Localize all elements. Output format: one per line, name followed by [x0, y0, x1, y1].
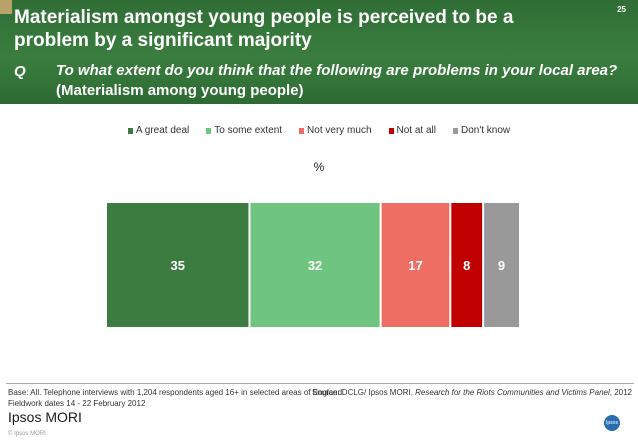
- question-subject: (Materialism among young people): [56, 82, 304, 99]
- bar-value-label-4: 9: [498, 258, 505, 273]
- bar-value-label-2: 17: [408, 258, 422, 273]
- legend-item-not-very-much: Not very much: [299, 125, 372, 136]
- corner-decoration: [0, 0, 12, 14]
- bar-value-label-0: 35: [170, 258, 184, 273]
- question-text: To what extent do you think that the fol…: [56, 61, 626, 101]
- slide-title: Materialism amongst young people is perc…: [14, 7, 514, 51]
- ipsos-badge-icon: Ipsos: [604, 415, 620, 431]
- slide-header: Materialism amongst young people is perc…: [0, 0, 638, 104]
- bar-segment-1: [250, 203, 380, 327]
- page-number: 25: [617, 5, 626, 14]
- bar-segment-0: [107, 203, 249, 327]
- base-line-2: Fieldwork dates 14 - 22 February 2012: [8, 399, 146, 408]
- legend-swatch: [452, 127, 458, 134]
- base-note: Base: All. Telephone interviews with 1,2…: [8, 387, 344, 409]
- chart-legend: A great deal To some extent Not very muc…: [0, 125, 638, 136]
- ipsos-mori-logo: Ipsos MORI: [8, 409, 82, 425]
- bar-segment-2: [381, 203, 450, 327]
- legend-item-dont-know: Don't know: [452, 125, 511, 136]
- footer-divider: [6, 383, 634, 384]
- source-suffix: , 2012: [609, 388, 632, 397]
- legend-label: A great deal: [135, 125, 190, 136]
- copyright-text: © Ipsos MORI: [8, 431, 46, 437]
- bar-value-label-1: 32: [308, 258, 322, 273]
- source-title: Research for the Riots Communities and V…: [415, 388, 610, 397]
- legend-label: Not very much: [307, 125, 372, 136]
- legend-item-great-deal: A great deal: [127, 125, 190, 136]
- unit-label: %: [313, 160, 325, 174]
- source-prefix: Source: DCLG/ Ipsos MORI,: [312, 388, 416, 397]
- question-main: To what extent do you think that the fol…: [56, 62, 618, 79]
- legend-item-some-extent: To some extent: [206, 125, 282, 136]
- legend-swatch: [299, 127, 305, 134]
- legend-label: To some extent: [214, 125, 283, 136]
- legend-swatch: [206, 127, 212, 134]
- legend-swatch: [127, 127, 133, 134]
- legend-label: Not at all: [396, 125, 436, 136]
- question-label: Q: [14, 63, 26, 80]
- bar-segment-4: [484, 203, 519, 327]
- base-line-1: Base: All. Telephone interviews with 1,2…: [8, 388, 345, 397]
- legend-item-not-at-all: Not at all: [388, 125, 436, 136]
- bar-value-label-3: 8: [463, 258, 470, 273]
- legend-swatch: [388, 127, 394, 134]
- source-note: Source: DCLG/ Ipsos MORI, Research for t…: [312, 387, 632, 398]
- bar-segment-3: [451, 203, 483, 327]
- legend-label: Don't know: [460, 125, 511, 136]
